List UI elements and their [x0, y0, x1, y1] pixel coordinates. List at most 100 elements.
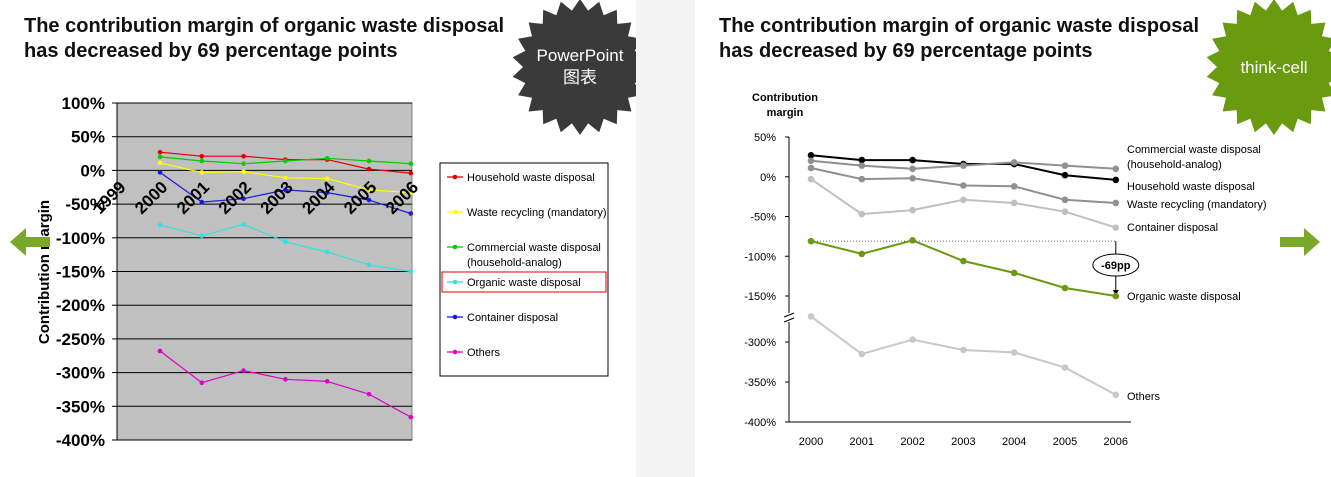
legend-label: (household-analog) — [467, 257, 562, 269]
data-point — [408, 414, 414, 420]
y-axis-label: Contribution — [752, 92, 818, 104]
think-cell-badge[interactable]: think-cell — [1206, 0, 1331, 135]
right-title-line1: The contribution margin of organic waste… — [719, 15, 1200, 37]
legend-swatch-marker — [452, 244, 458, 250]
y-axis-label: Contribution margin — [36, 200, 53, 344]
series-label: Household waste disposal — [1127, 181, 1255, 193]
starburst-badge-shape — [1206, 0, 1331, 135]
think-cell-chart: 50% 0% -50% -100% -150% -300% -350% -400% Contri… — [744, 0, 1331, 448]
y-tick-label: -50% — [65, 195, 105, 214]
data-point — [241, 196, 246, 202]
data-point — [366, 187, 372, 193]
x-tick-label: 2005 — [1053, 436, 1077, 448]
data-point — [157, 222, 163, 228]
data-point — [283, 187, 288, 193]
y-tick-label: -300% — [744, 337, 776, 349]
data-point — [283, 377, 288, 382]
x-tick-label: 2004 — [1002, 436, 1026, 448]
difference-label-bubble — [1092, 253, 1140, 277]
data-point — [1061, 171, 1069, 179]
badge-label-line2: 图表 — [563, 68, 597, 87]
x-tick-label: 2002 — [900, 436, 924, 448]
data-point — [324, 249, 330, 255]
data-point — [408, 161, 414, 166]
data-point — [909, 336, 916, 343]
difference-label: -69pp — [1101, 260, 1131, 272]
series-label: Container disposal — [1127, 222, 1218, 234]
data-point — [960, 346, 967, 354]
data-point — [1112, 391, 1120, 399]
y-tick-label: -200% — [56, 296, 105, 315]
y-tick-label: -150% — [56, 263, 105, 282]
next-arrow-icon[interactable] — [1280, 226, 1322, 258]
series-line-4 — [810, 239, 1116, 297]
y-axis-label: margin — [767, 107, 804, 119]
y-tick-label: -100% — [56, 229, 105, 248]
data-point — [1112, 199, 1120, 207]
data-point — [199, 199, 205, 205]
series-label: Commercial waste disposal — [1127, 144, 1261, 156]
series-line-5 — [810, 315, 1117, 396]
legend-label: Commercial waste disposal — [467, 242, 601, 254]
series-label: (household-analog) — [1127, 159, 1222, 171]
data-point — [1010, 182, 1018, 190]
data-point — [157, 160, 163, 166]
legend-highlight-box — [441, 271, 607, 293]
data-point — [408, 211, 414, 216]
data-point — [909, 175, 916, 182]
data-point — [283, 239, 288, 245]
data-point — [807, 164, 815, 172]
data-point — [807, 175, 815, 183]
data-point — [366, 197, 372, 203]
data-point — [858, 210, 866, 218]
data-point — [1112, 176, 1120, 184]
data-point — [283, 175, 288, 181]
y-tick-label: -400% — [56, 431, 105, 450]
data-point — [807, 313, 815, 320]
y-tick-label: -50% — [750, 212, 776, 224]
data-point — [1112, 292, 1120, 300]
legend-swatch-marker — [452, 209, 458, 215]
data-point — [324, 155, 330, 161]
data-point — [157, 348, 163, 354]
series-label: Organic waste disposal — [1127, 291, 1241, 303]
y-tick-label: 0% — [760, 172, 776, 184]
axis-break-mark — [783, 312, 795, 318]
data-point — [366, 262, 372, 268]
y-tick-label: -250% — [56, 330, 105, 349]
data-point — [366, 391, 372, 397]
data-point — [1061, 364, 1069, 371]
previous-arrow-icon[interactable] — [10, 226, 52, 258]
data-point — [909, 206, 916, 214]
legend-label: Waste recycling (mandatory) — [467, 207, 607, 219]
data-point — [807, 151, 815, 159]
slide-gutter — [636, 0, 695, 477]
data-point — [858, 250, 866, 258]
data-point — [241, 368, 246, 373]
legend-label: Organic waste disposal — [467, 277, 581, 289]
y-tick-label: -400% — [744, 417, 776, 429]
x-tick-label: 2001 — [850, 436, 874, 448]
y-tick-label: 50% — [754, 132, 776, 144]
left-title-line1: The contribution margin of organic waste… — [24, 15, 505, 37]
data-point — [199, 170, 205, 175]
data-point — [858, 175, 866, 183]
y-tick-label: -150% — [744, 291, 776, 303]
x-tick-label: 2006 — [1104, 436, 1128, 448]
data-point — [807, 157, 815, 165]
data-point — [408, 269, 414, 274]
data-point — [324, 176, 330, 181]
data-point — [241, 161, 246, 166]
y-tick-label: -300% — [56, 364, 105, 383]
data-point — [1010, 269, 1018, 277]
data-point — [241, 169, 246, 175]
data-point — [157, 170, 163, 175]
badge-label-line1: PowerPoint — [537, 46, 624, 65]
powerpoint-badge[interactable]: PowerPoint 图表 — [512, 0, 636, 135]
badge-label: think-cell — [1240, 58, 1307, 77]
data-point — [1061, 208, 1069, 216]
data-point — [1010, 199, 1018, 207]
data-point — [1061, 196, 1069, 204]
data-point — [960, 182, 967, 189]
data-point — [241, 222, 246, 227]
